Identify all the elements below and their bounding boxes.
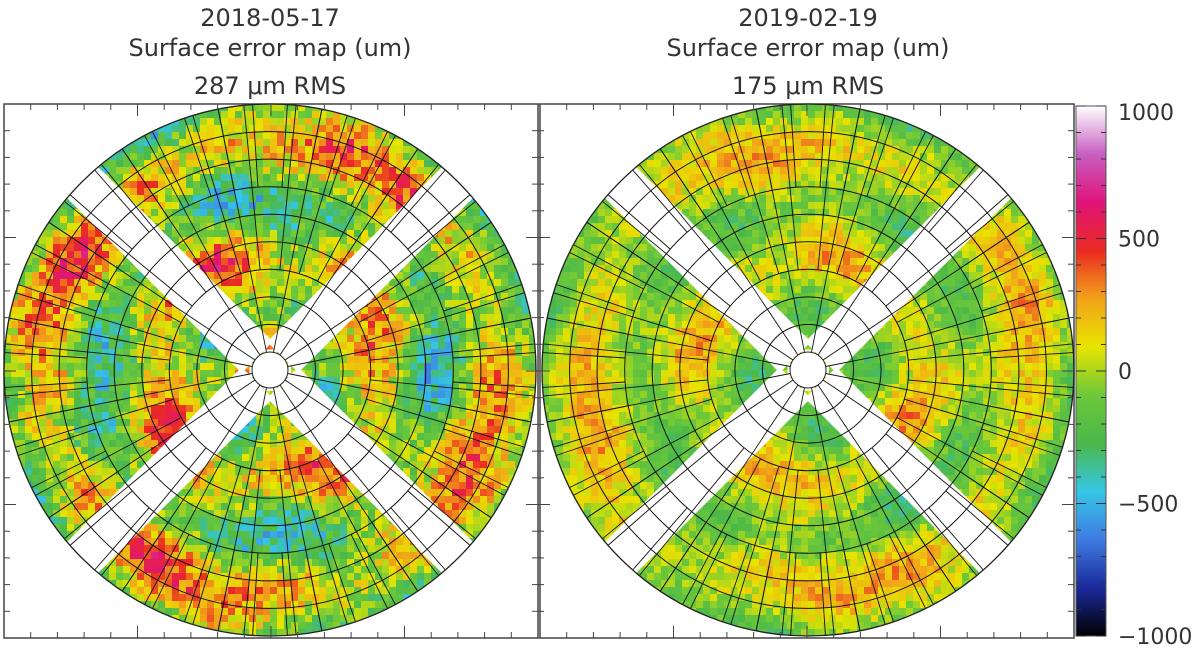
left-rms-label: 287 μm RMS bbox=[194, 72, 346, 100]
left-support-slot bbox=[52, 367, 273, 588]
left-support-slot bbox=[267, 367, 488, 588]
left-dish-outline bbox=[3, 103, 537, 637]
colorbar-tick-label: −500 bbox=[1118, 493, 1178, 518]
colorbar-tick-label: 500 bbox=[1118, 228, 1160, 253]
colorbar-labels: 1000 500 0 −500 −1000 bbox=[1118, 101, 1192, 650]
right-dish-outline bbox=[541, 103, 1075, 637]
left-central-hole bbox=[251, 351, 289, 389]
left-date-title: 2018-05-17 bbox=[200, 4, 339, 32]
colorbar-tick-label: 1000 bbox=[1118, 101, 1174, 126]
right-rms-label: 175 μm RMS bbox=[732, 72, 884, 100]
right-support-slot bbox=[590, 367, 811, 588]
right-support-slot bbox=[805, 152, 1026, 373]
right-central-hole bbox=[789, 351, 827, 389]
right-surface-map bbox=[541, 103, 1075, 637]
colorbar-ticks bbox=[1076, 105, 1106, 637]
left-map-title: Surface error map (um) bbox=[128, 34, 411, 62]
left-surface-map bbox=[3, 103, 537, 637]
left-support-slot bbox=[52, 152, 273, 373]
right-date-title: 2019-02-19 bbox=[738, 4, 877, 32]
colorbar-tick-label: −1000 bbox=[1118, 625, 1192, 650]
left-support-slot bbox=[267, 152, 488, 373]
right-map-title: Surface error map (um) bbox=[666, 34, 949, 62]
frame-ticks bbox=[3, 103, 1075, 639]
right-support-slot bbox=[590, 152, 811, 373]
colorbar-tick-label: 0 bbox=[1118, 360, 1132, 385]
right-support-slot bbox=[805, 367, 1026, 588]
